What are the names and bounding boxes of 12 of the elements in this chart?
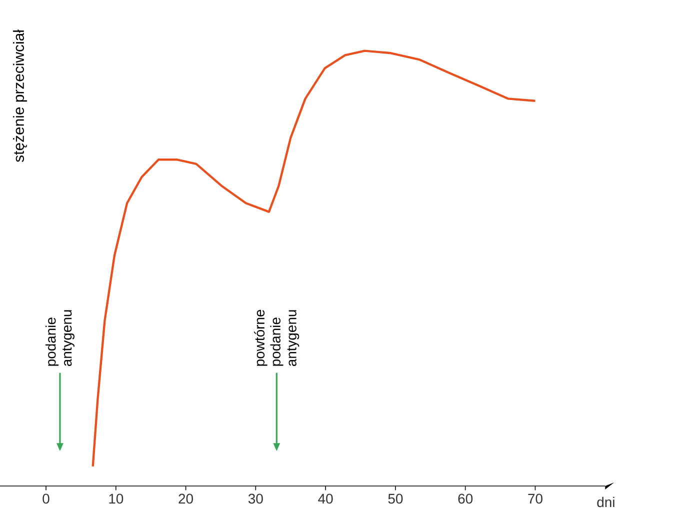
x-tick-label: 20 [178, 494, 193, 504]
ref-line-label: podanie antygenu [46, 310, 74, 366]
x-tick-label: 70 [528, 494, 542, 504]
x-axis-title: dni [597, 496, 614, 508]
x-tick-label: 40 [318, 494, 333, 504]
y-axis-title: stężenie przeciwciał [13, 30, 27, 162]
x-tick-label: 10 [109, 494, 124, 504]
x-tick-label: 60 [458, 494, 473, 504]
ref-line-label: powtórne podanie antygenu [254, 310, 300, 366]
x-tick-label: 50 [388, 494, 403, 504]
x-tick-label: 0 [42, 494, 50, 504]
x-tick-label: 30 [248, 494, 263, 504]
